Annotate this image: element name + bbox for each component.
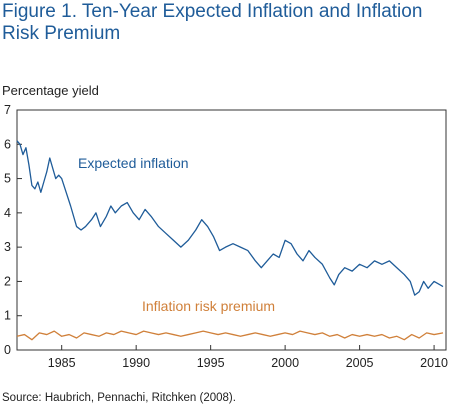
series-group — [16, 140, 444, 341]
y-tick-label: 5 — [4, 172, 11, 186]
y-axis: 0 1 2 3 4 5 6 7 — [4, 103, 22, 357]
y-tick-label: 3 — [4, 240, 11, 254]
series-line-inflation-risk-premium — [16, 330, 444, 341]
x-tick-label: 2005 — [346, 356, 374, 370]
plot-frame — [16, 109, 447, 351]
series-line-expected-inflation — [16, 140, 444, 296]
y-axis-label: Percentage yield — [2, 83, 99, 98]
source-note: Source: Haubrich, Pennachi, Ritchken (20… — [2, 392, 236, 404]
x-tick-label: 2010 — [420, 356, 448, 370]
y-tick-label: 1 — [4, 309, 11, 323]
y-tick-label: 0 — [4, 343, 11, 357]
series-label-expected-inflation: Expected inflation — [78, 155, 189, 171]
x-tick-label: 2000 — [271, 356, 299, 370]
chart-title: Figure 1. Ten-Year Expected Inflation an… — [2, 1, 423, 44]
y-tick-label: 6 — [4, 137, 11, 151]
y-tick-label: 7 — [4, 103, 11, 117]
x-tick-label: 1995 — [197, 356, 225, 370]
x-tick-label: 1990 — [122, 356, 150, 370]
series-label-inflation-risk-premium: Inflation risk premium — [142, 298, 275, 314]
y-tick-label: 4 — [4, 206, 11, 220]
x-axis: 1985 1990 1995 2000 2005 2010 — [48, 345, 448, 370]
x-tick-label: 1985 — [48, 356, 76, 370]
y-tick-label: 2 — [4, 274, 11, 288]
